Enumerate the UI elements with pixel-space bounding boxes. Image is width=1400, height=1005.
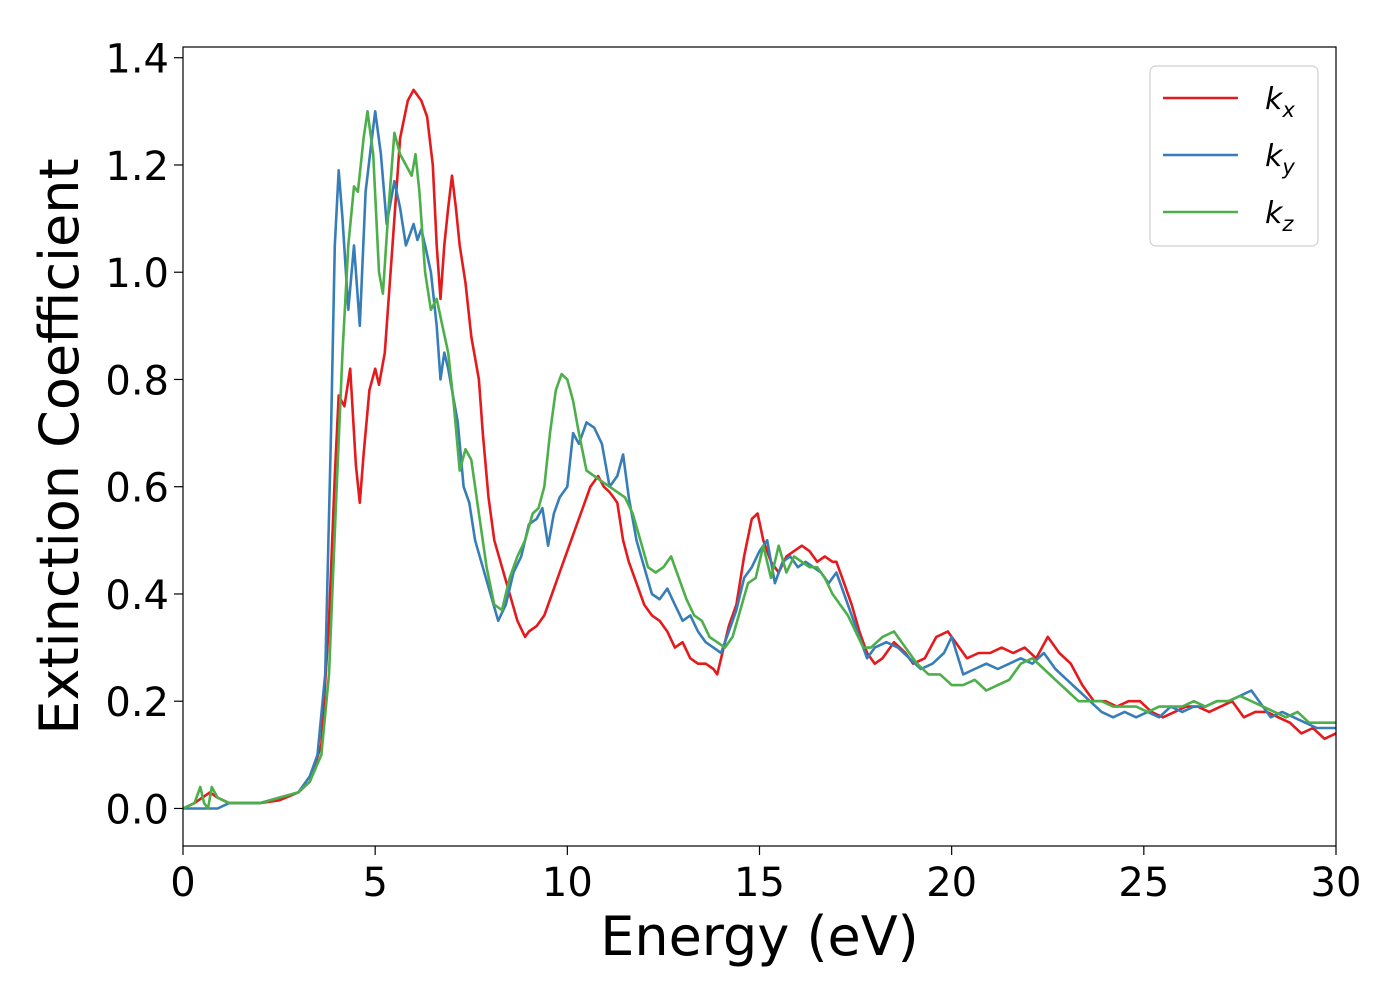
series-line-z (183, 110, 1336, 810)
y-tick-label: 0.8 (105, 358, 169, 404)
legend-label-main: k (1265, 139, 1284, 174)
series-lines (183, 88, 1336, 810)
legend-label-y: ky (1265, 139, 1295, 179)
x-tick-label: 30 (1311, 860, 1362, 906)
series-line-y (183, 110, 1336, 810)
legend-label-main: k (1265, 82, 1284, 117)
x-axis-title: Energy (eV) (600, 905, 919, 968)
series-line-x (183, 88, 1336, 810)
plot-area (183, 88, 1336, 810)
y-tick-label: 0.0 (105, 787, 169, 833)
legend-label-z: kz (1265, 196, 1294, 236)
y-tick-label: 0.4 (105, 573, 169, 619)
y-tick-label: 0.2 (105, 680, 169, 726)
y-tick-label: 1.0 (105, 251, 169, 297)
x-tick-label: 25 (1118, 860, 1169, 906)
legend-label-main: k (1265, 196, 1284, 231)
axes: 0 5 10 15 20 25 30 0.0 0.2 0.4 0.6 0.8 1.0 1.2 1.4 (105, 37, 1361, 906)
y-tick-label: 0.6 (105, 466, 169, 512)
legend-label-sub: x (1281, 98, 1295, 122)
x-tick-label: 0 (170, 860, 195, 906)
x-tick-label: 20 (926, 860, 977, 906)
y-tick-label: 1.2 (105, 144, 169, 190)
x-tick-label: 15 (734, 860, 785, 906)
legend-label-sub: z (1281, 212, 1294, 236)
y-axis-title: Extinction Coefficient (28, 158, 91, 734)
legend-label-x: kx (1265, 82, 1295, 122)
x-tick-label: 5 (362, 860, 387, 906)
legend-label-sub: y (1281, 155, 1295, 179)
x-tick-label: 10 (542, 860, 593, 906)
y-tick-label: 1.4 (105, 37, 169, 83)
